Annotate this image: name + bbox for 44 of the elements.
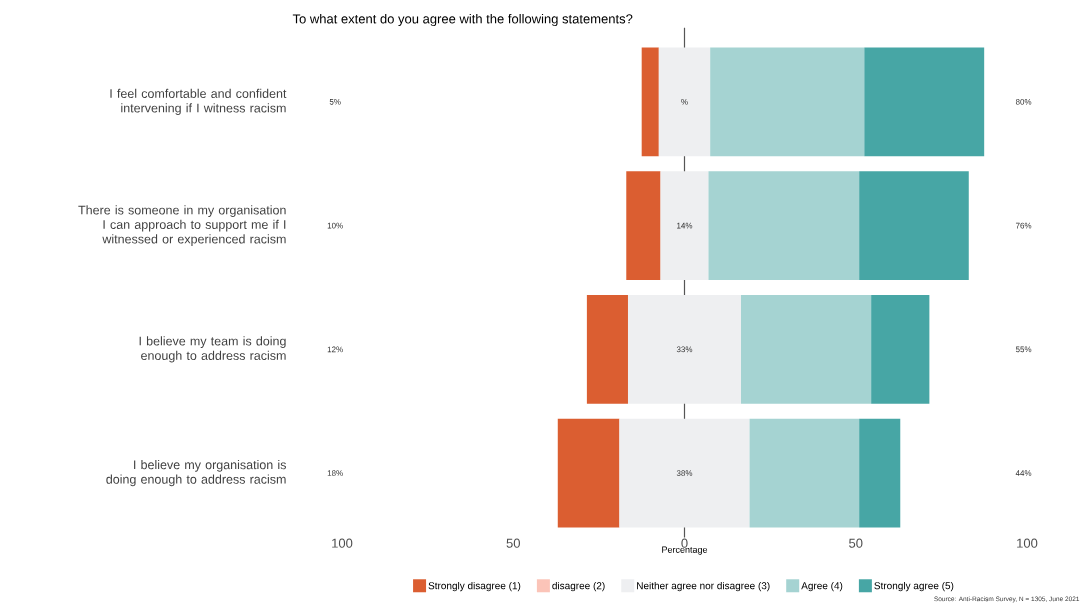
data-label: 33%	[676, 346, 693, 353]
x-tick-label: 50	[506, 538, 520, 548]
y-tick-label: I believe my organisation is doing enough to address racism	[106, 460, 286, 487]
x-tick-label: 50	[849, 538, 863, 548]
bar	[586, 294, 628, 404]
legend-label: disagree (2)	[552, 581, 605, 592]
bar	[641, 47, 659, 157]
bar	[864, 47, 985, 157]
y-tick-label: I believe my team is doing enough to address racism	[139, 336, 286, 363]
x-axis-title: Percentage	[662, 546, 708, 555]
bar	[619, 418, 750, 528]
y-tick-label: There is someone in my organisation I can approach to support me if I witnessed or experienced racism	[78, 205, 286, 246]
legend-label: Strongly agree (5)	[874, 581, 954, 592]
bar	[658, 47, 711, 157]
chart-title: To what extent do you agree with the following statements?	[292, 13, 633, 27]
bar	[627, 294, 742, 404]
bar	[710, 47, 865, 157]
annotation: 55%	[1015, 346, 1032, 353]
bar	[859, 418, 901, 528]
annotation: 12%	[327, 346, 343, 353]
bar	[859, 171, 969, 281]
data-label: 14%	[677, 222, 693, 229]
bar	[741, 294, 872, 404]
bar	[871, 294, 930, 404]
legend-label: Strongly disagree (1)	[428, 581, 521, 592]
x-tick-label: 100	[332, 538, 353, 548]
annotation: 10%	[327, 222, 343, 229]
bar	[708, 171, 860, 281]
bar	[749, 418, 860, 528]
data-label: %	[681, 99, 688, 105]
annotation: 44%	[1015, 470, 1032, 476]
bar	[626, 171, 661, 281]
annotation: 80%	[1015, 99, 1032, 105]
y-tick-label: I feel comfortable and confident intervening if I witness racism	[110, 88, 287, 115]
x-tick-label: 0	[681, 538, 688, 548]
annotation: 18%	[327, 470, 343, 476]
legend-label: Agree (4)	[801, 581, 843, 592]
legend-label: Neither agree nor disagree (3)	[637, 581, 770, 592]
bar	[557, 418, 620, 528]
annotation: 76%	[1015, 222, 1032, 229]
text: 5%	[329, 99, 341, 105]
data-label: 38%	[676, 470, 693, 476]
x-tick-label: 100	[1017, 538, 1038, 548]
bar	[660, 171, 709, 281]
